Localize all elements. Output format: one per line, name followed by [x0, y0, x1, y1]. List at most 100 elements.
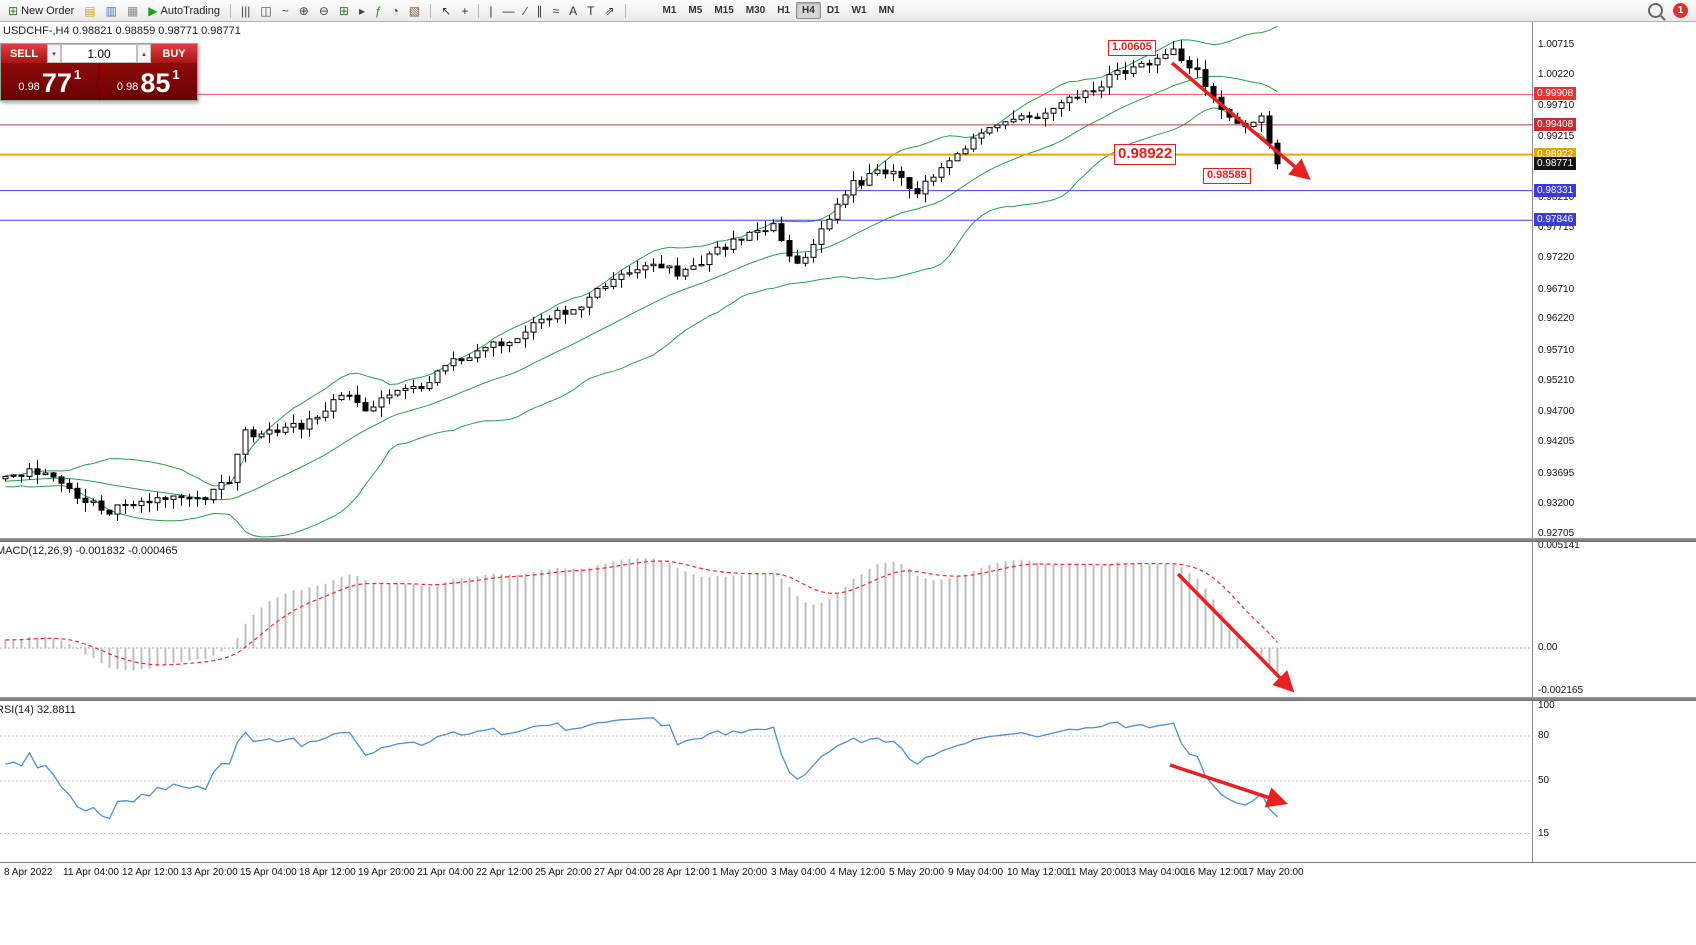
macd-chart-canvas[interactable] — [0, 542, 1532, 697]
rsi-panel[interactable]: RSI(14) 32.8811 — [0, 701, 1532, 862]
time-axis[interactable]: 8 Apr 2022 11 Apr 04:00 12 Apr 12:00 13 Apr… — [0, 862, 1696, 883]
toolbar: ⊞ New Order ▤ ▥ ▦ ▶ AutoTrading ||| ◫ ~ ⊕ ⊖ ⊞ ▸ ƒ… — [0, 0, 1696, 22]
timeframe-mn-button[interactable]: MN — [873, 2, 901, 19]
price-label-annotation[interactable]: 0.98589 — [1203, 168, 1251, 184]
indicators-icon: ƒ — [374, 3, 382, 18]
price-tick: 0.97715 — [1538, 222, 1575, 233]
sell-price-prefix: 0.98 — [18, 81, 40, 93]
vertical-line-icon: | — [489, 3, 493, 18]
text-button[interactable]: A — [564, 2, 582, 20]
zoom-out-button[interactable]: ⊖ — [314, 2, 334, 20]
time-tick: 21 Apr 04:00 — [417, 867, 474, 878]
market-watch-button[interactable]: ▤ — [79, 2, 100, 20]
label-button[interactable]: T — [582, 2, 599, 20]
zoom-out-icon: ⊖ — [318, 3, 329, 18]
time-tick: 11 May 20:00 — [1066, 867, 1126, 878]
price-tick: 1.00715 — [1538, 39, 1575, 50]
time-tick: 13 May 04:00 — [1125, 867, 1186, 878]
price-tick: 1.00220 — [1538, 69, 1575, 80]
new-order-icon: ⊞ — [8, 3, 19, 18]
macd-panel[interactable]: MACD(12,26,9) -0.001832 -0.000465 — [0, 542, 1532, 697]
trendline-button[interactable]: ∕ — [519, 2, 531, 20]
buy-price[interactable]: 0.98 85 1 — [100, 63, 198, 100]
time-tick: 8 Apr 2022 — [4, 867, 53, 878]
time-tick: 3 May 04:00 — [771, 867, 827, 878]
timeframe-m15-button[interactable]: M15 — [708, 2, 739, 19]
label-icon: T — [587, 3, 595, 18]
candlestick-chart-canvas[interactable] — [0, 21, 1532, 538]
volume-step-up-button[interactable]: ▴ — [137, 44, 151, 63]
price-line-badge: 0.99408 — [1534, 118, 1577, 131]
terminal-button[interactable]: ▦ — [122, 2, 143, 20]
toolbar-separator — [478, 3, 480, 18]
price-tick: 0.96710 — [1538, 284, 1575, 295]
time-tick: 16 May 12:00 — [1184, 867, 1245, 878]
price-tick: 0.94205 — [1538, 436, 1575, 447]
auto-scroll-button[interactable]: ▸ — [354, 2, 370, 20]
buy-price-prefix: 0.98 — [116, 81, 139, 93]
panel-splitter[interactable] — [0, 538, 1696, 542]
price-label-annotation[interactable]: 0.98922 — [1114, 144, 1177, 165]
rsi-scale-tick: 50 — [1538, 775, 1550, 786]
buy-price-big: 85 — [140, 68, 171, 99]
volume-input[interactable] — [61, 44, 137, 63]
sell-price-pipette: 1 — [73, 67, 82, 82]
price-label-annotation[interactable]: 1.00605 — [1108, 40, 1156, 56]
templates-button[interactable]: ▧ — [404, 2, 425, 20]
notification-badge[interactable]: 1 — [1673, 3, 1688, 18]
channel-button[interactable]: ∥ — [531, 2, 547, 20]
fibonacci-icon: ≈ — [552, 3, 560, 18]
sell-price[interactable]: 0.98 77 1 — [1, 63, 99, 100]
rsi-scale-tick: 80 — [1538, 730, 1550, 741]
profiles-icon: ▥ — [105, 3, 117, 18]
toolbar-group-cursor: ↖ + — [436, 2, 473, 20]
price-tick: 0.99215 — [1538, 131, 1575, 142]
market-watch-icon: ▤ — [84, 3, 96, 18]
rsi-chart-canvas[interactable] — [0, 701, 1532, 862]
timeframe-m30-button[interactable]: M30 — [740, 2, 771, 19]
cursor-button[interactable]: ↖ — [436, 2, 456, 20]
candlestick-chart-button[interactable]: ◫ — [255, 2, 276, 20]
indicators-button[interactable]: ƒ — [370, 2, 387, 20]
periods-icon: ◔ — [391, 3, 399, 18]
main-chart-panel[interactable]: USDCHF-,H4 0.98821 0.98859 0.98771 0.987… — [0, 21, 1532, 538]
time-tick: 17 May 20:00 — [1243, 867, 1304, 878]
terminal-icon: ▦ — [126, 3, 139, 18]
trendline-icon: ∕ — [524, 3, 527, 18]
volume-step-down-button[interactable]: ▾ — [47, 44, 61, 63]
timeframe-m1-button[interactable]: M1 — [657, 2, 683, 19]
horizontal-line-button[interactable]: — — [497, 2, 519, 20]
arrows-button[interactable]: ⇗ — [599, 2, 619, 20]
crosshair-button[interactable]: + — [456, 2, 473, 20]
vertical-line-button[interactable]: | — [484, 2, 497, 20]
timeframe-m5-button[interactable]: M5 — [682, 2, 708, 19]
line-chart-button[interactable]: ~ — [277, 2, 294, 20]
toolbar-group-panels: ▤ ▥ ▦ — [79, 2, 143, 20]
tile-windows-button[interactable]: ⊞ — [334, 2, 354, 20]
time-tick: 18 Apr 12:00 — [299, 867, 356, 878]
macd-label: MACD(12,26,9) -0.001832 -0.000465 — [0, 545, 178, 557]
zoom-in-button[interactable]: ⊕ — [294, 2, 314, 20]
search-icon[interactable] — [1648, 3, 1663, 18]
price-axis[interactable]: 1.00715 1.00220 0.99710 0.99215 0.98210 0.977… — [1532, 21, 1696, 862]
timeframe-w1-button[interactable]: W1 — [846, 2, 873, 19]
panel-splitter[interactable] — [0, 697, 1696, 701]
rsi-scale-tick: 15 — [1538, 828, 1550, 839]
timeframe-d1-button[interactable]: D1 — [821, 2, 846, 19]
time-tick: 10 May 12:00 — [1007, 867, 1068, 878]
timeframe-h4-button[interactable]: H4 — [796, 2, 821, 19]
new-order-button[interactable]: ⊞ New Order — [3, 2, 79, 20]
profiles-button[interactable]: ▥ — [101, 2, 122, 20]
time-tick: 27 Apr 04:00 — [594, 867, 651, 878]
periods-button[interactable]: ◔ — [387, 2, 404, 20]
zoom-in-icon: ⊕ — [298, 3, 309, 18]
buy-button[interactable]: BUY — [151, 44, 197, 63]
bar-chart-button[interactable]: ||| — [236, 2, 255, 20]
toolbar-right: 1 — [1648, 3, 1693, 18]
timeframe-h1-button[interactable]: H1 — [771, 2, 796, 19]
toolbar-group-objects: | — ∕ ∥ ≈ A T ⇗ — [484, 2, 619, 20]
sell-button[interactable]: SELL — [1, 44, 47, 63]
autotrading-button[interactable]: ▶ AutoTrading — [143, 2, 225, 20]
toolbar-separator — [430, 3, 432, 18]
fibonacci-button[interactable]: ≈ — [547, 2, 564, 20]
